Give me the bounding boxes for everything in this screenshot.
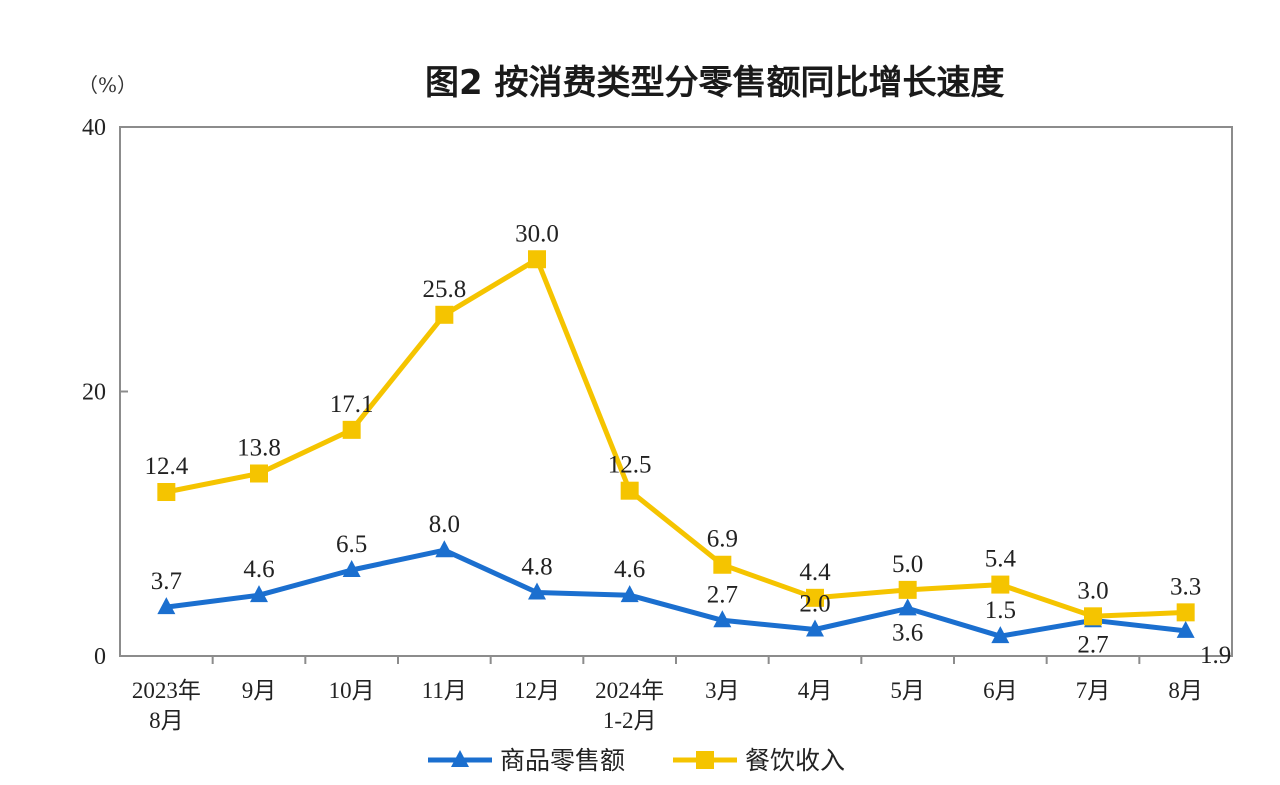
x-tick-label: 4月 <box>798 678 833 703</box>
data-label-retail: 2.0 <box>799 591 830 618</box>
legend-marker-retail <box>451 750 469 767</box>
series-layer <box>157 250 1195 644</box>
data-point-retail <box>713 610 732 628</box>
data-point-catering <box>435 305 454 324</box>
data-point-retail <box>620 585 639 603</box>
y-tick-label: 40 <box>82 115 106 141</box>
data-point-catering <box>713 555 732 574</box>
data-point-catering <box>342 420 361 439</box>
data-label-catering: 12.4 <box>144 453 188 480</box>
series-line-retail <box>163 547 1189 639</box>
data-point-retail <box>435 540 454 558</box>
legend-marker-catering <box>696 751 714 769</box>
data-label-retail: 4.6 <box>614 556 645 583</box>
data-label-catering: 5.0 <box>892 551 923 578</box>
y-tick-label: 20 <box>82 380 106 406</box>
x-axis: 2023年 8月 9月 10月 11月 12月 2024年 1-2月 3月 4月 5月 6月 7月 8月 <box>132 656 1203 733</box>
legend-label-catering: 餐饮收入 <box>745 746 845 775</box>
data-label-retail: 1.5 <box>985 597 1016 624</box>
data-label-catering: 12.5 <box>608 452 652 479</box>
data-label-catering: 3.0 <box>1077 577 1108 604</box>
data-label-retail: 8.0 <box>429 511 460 538</box>
data-point-catering <box>620 481 639 500</box>
data-label-catering: 4.4 <box>799 559 831 586</box>
x-tick-label: 2024年 1-2月 <box>595 678 664 733</box>
data-label-retail: 2.7 <box>707 581 738 608</box>
chart-title: 图2 按消费类型分零售额同比增长速度 <box>425 63 1005 103</box>
data-label-catering: 6.9 <box>707 526 738 553</box>
x-tick-label: 3月 <box>705 678 740 703</box>
data-label-retail: 6.5 <box>336 531 367 558</box>
data-label-catering: 3.3 <box>1170 573 1201 600</box>
data-label-catering: 30.0 <box>515 220 559 247</box>
data-point-retail <box>1176 620 1195 638</box>
data-point-catering <box>250 464 268 483</box>
x-tick-label: 12月 <box>514 678 560 703</box>
data-point-retail <box>991 626 1010 644</box>
x-tick-label: 10月 <box>329 678 375 703</box>
data-labels: 3.7 4.6 6.5 8.0 4.8 4.6 2.7 2.0 3.6 1.5 2.7 1.9 12.4… <box>144 220 1231 669</box>
data-point-catering <box>898 580 917 599</box>
y-tick-label: 0 <box>94 644 106 670</box>
x-tick-label: 7月 <box>1076 678 1111 703</box>
data-point-catering <box>1176 603 1195 622</box>
series-line-catering <box>163 256 1189 619</box>
x-tick-label: 5月 <box>890 678 925 703</box>
data-label-retail: 3.6 <box>892 619 923 646</box>
data-point-catering <box>528 250 546 269</box>
data-label-retail: 3.7 <box>151 568 182 595</box>
data-point-retail <box>157 597 176 615</box>
data-point-retail <box>898 598 917 616</box>
y-axis: 0 20 40 <box>82 115 128 670</box>
data-label-retail: 2.7 <box>1077 631 1108 658</box>
data-point-catering <box>157 483 176 502</box>
data-label-retail: 1.9 <box>1200 642 1231 669</box>
data-point-catering <box>991 575 1010 594</box>
data-point-catering <box>1084 607 1102 626</box>
data-label-catering: 13.8 <box>237 434 281 461</box>
plot-area-frame <box>119 126 1233 657</box>
x-tick-label: 8月 <box>1168 678 1203 703</box>
data-point-catering <box>806 588 824 607</box>
x-tick-label: 6月 <box>983 678 1018 703</box>
header: （%） 图2 按消费类型分零售额同比增长速度 <box>78 63 1005 103</box>
legend: 商品零售额 餐饮收入 <box>428 746 845 775</box>
data-label-retail: 4.6 <box>243 556 274 583</box>
data-point-retail <box>528 582 546 600</box>
data-point-retail <box>806 619 824 637</box>
data-label-retail: 4.8 <box>521 554 552 581</box>
data-label-catering: 17.1 <box>330 391 374 418</box>
data-point-retail <box>250 585 268 603</box>
data-point-retail <box>342 560 361 578</box>
data-label-catering: 5.4 <box>985 546 1017 573</box>
y-axis-unit: （%） <box>78 73 137 97</box>
legend-label-retail: 商品零售额 <box>500 746 625 775</box>
x-tick-label: 2023年 8月 <box>132 678 201 733</box>
x-tick-label: 11月 <box>422 678 467 703</box>
data-label-catering: 25.8 <box>422 276 466 303</box>
x-tick-label: 9月 <box>242 678 277 703</box>
